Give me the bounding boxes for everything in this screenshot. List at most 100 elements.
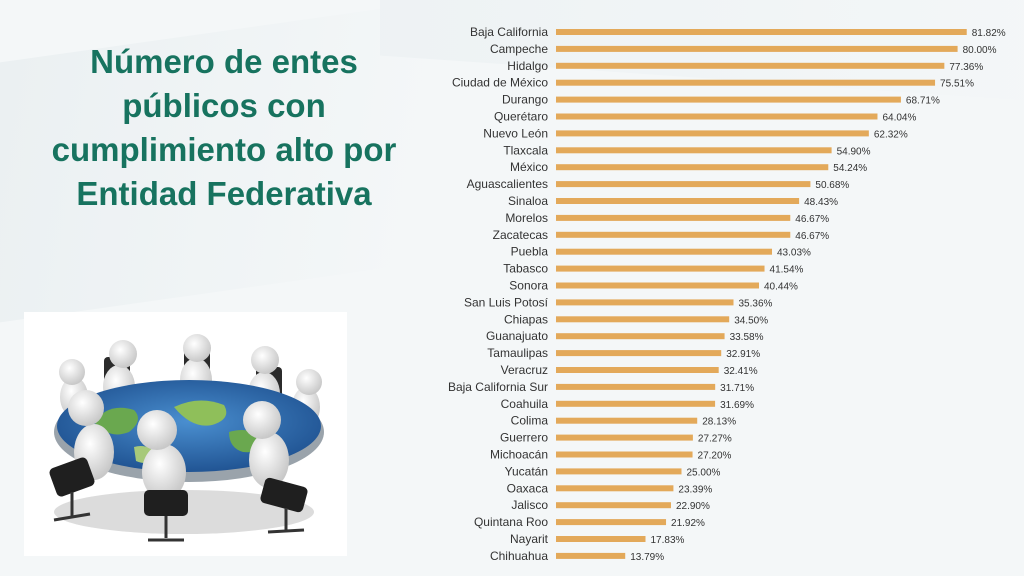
category-label: Guanajuato [486,329,548,343]
category-label: Yucatán [505,464,548,478]
bar [556,62,945,69]
value-label: 34.50% [734,315,768,326]
bar [556,214,791,221]
bar [556,434,693,441]
bar [556,96,901,103]
value-label: 50.68% [815,180,849,191]
bar [556,130,869,137]
category-label: Durango [502,93,548,107]
value-label: 80.00% [963,45,997,56]
value-label: 75.51% [940,79,974,90]
category-label: Nuevo León [483,126,548,140]
category-label: Tlaxcala [503,143,548,157]
bar [556,451,693,458]
bar [556,316,730,323]
bar [556,519,667,526]
value-label: 43.03% [777,248,811,259]
value-label: 48.43% [804,197,838,208]
value-label: 33.58% [730,332,764,343]
category-label: Quintana Roo [474,515,548,529]
value-label: 46.67% [795,214,829,225]
bar [556,181,811,188]
category-label: Chihuahua [490,549,548,563]
bar [556,383,716,390]
value-label: 81.82% [972,28,1006,39]
bar [556,350,722,357]
value-label: 68.71% [906,96,940,107]
category-label: Chiapas [504,312,548,326]
value-label: 17.83% [651,535,685,546]
value-label: 54.24% [833,163,867,174]
category-label: Nayarit [510,532,549,546]
bar [556,45,958,52]
category-label: Veracruz [501,363,548,377]
category-label: Morelos [505,211,548,225]
value-label: 23.39% [678,484,712,495]
category-label: México [510,160,548,174]
value-label: 77.36% [949,62,983,73]
bar [556,231,791,238]
category-label: Ciudad de México [452,76,548,90]
category-label: Michoacán [490,448,548,462]
bar [556,29,967,35]
category-label: Zacatecas [493,228,548,242]
bar [556,367,719,373]
bar [556,282,760,289]
bar [556,417,698,424]
category-label: Jalisco [511,498,548,512]
category-label: San Luis Potosí [464,295,549,309]
bar [556,265,765,272]
value-label: 25.00% [687,467,721,478]
bar [556,502,671,509]
bar-chart-svg: Baja California 81.82% Campeche 80.00% Hidal… [448,25,1006,563]
bar [556,468,682,475]
value-label: 35.36% [739,298,773,309]
slide-title: Número de entes públicos con cumplimient… [51,43,397,212]
bar [556,198,800,204]
category-label: Aguascalientes [467,177,548,191]
bar [556,248,773,255]
people-around-globe-table-icon [24,312,347,556]
bar [556,552,626,559]
category-label: Baja California Sur [448,380,548,394]
bar-chart: Baja California 81.82% Campeche 80.00% Hidal… [430,20,1010,575]
value-label: 62.32% [874,129,908,140]
value-label: 21.92% [671,518,705,529]
category-label: Guerrero [500,431,548,445]
bar [556,164,829,171]
value-label: 40.44% [764,282,798,293]
bar [556,485,674,492]
value-label: 54.90% [837,146,871,157]
category-label: Campeche [490,42,548,56]
value-label: 28.13% [702,417,736,428]
value-label: 64.04% [882,113,916,124]
bar [556,113,878,120]
bar [556,333,725,340]
value-label: 27.27% [698,434,732,445]
category-label: Sinaloa [508,194,548,208]
value-label: 27.20% [698,451,732,462]
category-label: Hidalgo [507,59,548,73]
value-label: 46.67% [795,231,829,242]
value-label: 31.71% [720,383,754,394]
value-label: 32.91% [726,349,760,360]
bar [556,79,936,86]
category-label: Tamaulipas [487,346,548,360]
value-label: 41.54% [770,265,804,276]
value-label: 31.69% [720,400,754,411]
category-label: Coahuila [501,397,549,411]
bar [556,147,832,154]
category-label: Baja California [470,25,548,39]
category-label: Oaxaca [507,481,549,495]
value-label: 32.41% [724,366,758,377]
category-label: Querétaro [494,110,548,124]
category-label: Tabasco [503,262,548,276]
value-label: 13.79% [630,552,664,563]
category-label: Puebla [511,245,549,259]
bar [556,299,734,306]
bar [556,536,646,542]
bar [556,400,716,407]
value-label: 22.90% [676,501,710,512]
category-label: Sonora [509,279,548,293]
category-label: Colima [511,414,549,428]
